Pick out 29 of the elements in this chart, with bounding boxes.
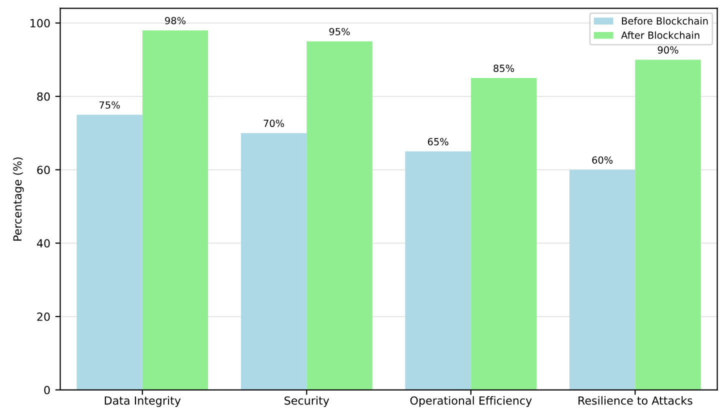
y-tick-label: 0 <box>44 386 50 394</box>
bar <box>306 41 372 390</box>
data-label: 75% <box>100 101 120 109</box>
data-label: 70% <box>264 120 284 128</box>
bar <box>470 78 537 390</box>
bar <box>405 151 471 390</box>
y-tick-label: 60 <box>37 166 50 174</box>
data-label: 60% <box>592 156 613 164</box>
y-tick-label: 80 <box>37 92 50 101</box>
x-tick-label: Resilience to Attacks <box>578 396 692 405</box>
bar <box>635 60 701 390</box>
bar <box>142 30 208 390</box>
data-label: 90% <box>658 46 678 54</box>
legend-label: Before Blockchain <box>622 17 708 25</box>
x-tick-label: Operational Efficiency <box>410 396 532 407</box>
y-tick-label: 100 <box>30 18 50 28</box>
y-axis-title: Percentage (%) <box>13 157 24 241</box>
data-label: 85% <box>494 64 514 72</box>
legend-label: After Blockchain <box>621 31 700 39</box>
data-label: 95% <box>329 28 350 36</box>
x-tick-label: Security <box>284 396 330 407</box>
x-tick-label: Data Integrity <box>104 396 181 407</box>
y-tick-label: 40 <box>36 239 50 248</box>
data-label: 98% <box>165 16 186 24</box>
bar <box>569 170 636 390</box>
bar <box>240 133 307 390</box>
data-label: 65% <box>428 138 448 146</box>
y-tick-label: 20 <box>37 312 50 321</box>
bar <box>76 114 142 390</box>
